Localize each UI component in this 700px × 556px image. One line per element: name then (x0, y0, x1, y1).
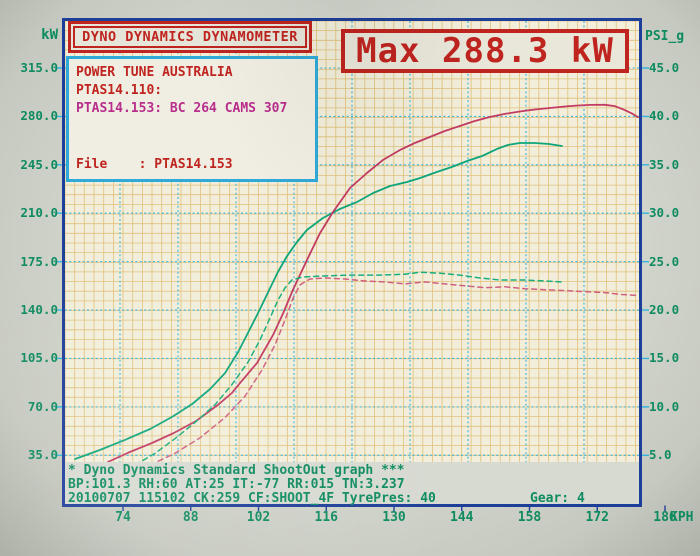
right-tick-25.0: 25.0 (649, 253, 680, 269)
footer-run-details: 20100707 115102 CK:259 CF:SHOOT_4F TyreP… (68, 491, 436, 506)
right-tick-30.0: 30.0 (649, 205, 680, 221)
footer-background (65, 462, 639, 505)
chart-title: DYNO DYNAMICS DYNAMOMETER (73, 26, 307, 48)
right-tick-5.0: 5.0 (649, 447, 672, 463)
x-tick-186: 186 (653, 510, 677, 525)
left-tick-315.0: 315.0 (20, 60, 58, 75)
left-axis-unit-label: kW (41, 27, 58, 43)
info-spacer (76, 118, 308, 156)
file-label: File : PTAS14.153 (76, 157, 233, 172)
left-tick-210.0: 210.0 (20, 205, 58, 221)
max-power-badge: Max 288.3 kW (341, 29, 629, 73)
left-tick-105.0: 105.0 (20, 350, 58, 366)
chart-frame-border (62, 18, 642, 507)
x-tick-74: 74 (115, 510, 131, 525)
left-tick-175.0: 175.0 (20, 253, 58, 269)
x-tick-116: 116 (314, 510, 338, 525)
left-tick-280.0: 280.0 (20, 108, 58, 124)
curve-ptas14-110-power (74, 142, 563, 460)
run-info-box: POWER TUNE AUSTRALIA PTAS14.110: PTAS14.… (66, 56, 318, 182)
x-tick-130: 130 (382, 510, 406, 525)
run2-label: PTAS14.153: BC 264 CAMS 307 (76, 101, 288, 116)
run1-label: PTAS14.110: (76, 83, 163, 98)
right-tick-45.0: 45.0 (649, 60, 680, 75)
gear-indicator: Gear: 4 (530, 491, 585, 506)
title-box: DYNO DYNAMICS DYNAMOMETER (68, 21, 312, 53)
x-tick-172: 172 (585, 510, 609, 525)
curve-ptas14-110-boost (138, 271, 563, 462)
left-tick-245.0: 245.0 (20, 156, 58, 172)
x-axis-unit-label: KPH (670, 510, 694, 525)
right-tick-40.0: 40.0 (649, 108, 680, 124)
curve-ptas14-153-boost (154, 277, 639, 462)
curve-ptas14-153-power (107, 103, 639, 462)
left-tick-35.0: 35.0 (27, 447, 58, 463)
x-tick-102: 102 (246, 510, 271, 525)
right-tick-10.0: 10.0 (649, 398, 680, 414)
right-tick-20.0: 20.0 (649, 302, 680, 318)
right-tick-35.0: 35.0 (649, 156, 680, 172)
footer-graph-type: * Dyno Dynamics Standard ShootOut graph … (68, 463, 405, 478)
x-tick-144: 144 (450, 510, 474, 525)
y-tick-marks (55, 67, 649, 456)
footer-conditions: BP:101.3 RH:60 AT:25 IT:-77 RR:015 TN:3.… (68, 477, 405, 492)
left-tick-140.0: 140.0 (20, 302, 58, 318)
x-tick-158: 158 (517, 510, 542, 525)
right-tick-15.0: 15.0 (649, 350, 680, 366)
company-name: POWER TUNE AUSTRALIA (76, 65, 233, 80)
x-tick-88: 88 (182, 510, 199, 525)
right-axis-unit-label: PSI_g (645, 29, 685, 44)
x-tick-marks (122, 505, 666, 511)
left-tick-70.0: 70.0 (27, 398, 58, 414)
